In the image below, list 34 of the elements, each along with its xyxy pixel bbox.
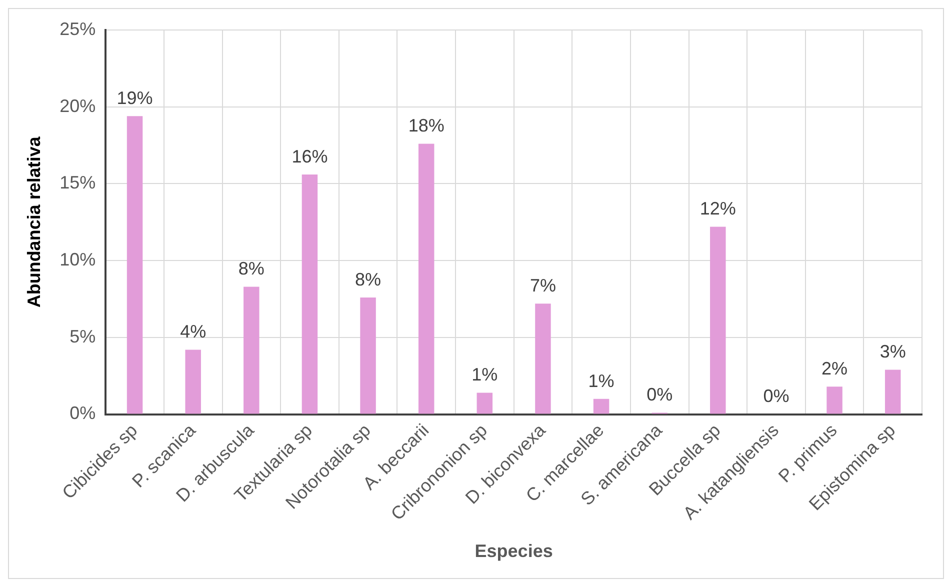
data-label: 0% xyxy=(646,384,673,405)
data-label: 1% xyxy=(588,370,614,391)
bar xyxy=(884,370,901,414)
y-tick-label: 0% xyxy=(70,403,96,424)
data-label: 4% xyxy=(180,322,206,342)
bar xyxy=(302,174,318,414)
data-label: 19% xyxy=(116,88,153,108)
data-label: 0% xyxy=(763,386,790,406)
bar xyxy=(360,297,376,414)
data-label: 1% xyxy=(472,364,498,385)
bar xyxy=(185,350,201,414)
y-tick-label: 25% xyxy=(60,18,96,39)
bar xyxy=(535,304,551,414)
bar xyxy=(126,116,143,414)
data-label: 8% xyxy=(355,269,382,290)
y-tick-label: 5% xyxy=(70,326,96,346)
y-tick-label: 20% xyxy=(60,96,96,116)
y-axis-title: Abundancia relativa xyxy=(24,136,44,308)
y-tick-label: 15% xyxy=(60,172,96,193)
y-tick-label: 10% xyxy=(60,250,96,270)
data-label: 3% xyxy=(880,342,906,362)
bar xyxy=(476,392,493,414)
data-label: 2% xyxy=(822,358,848,379)
bar xyxy=(593,398,610,414)
data-label: 18% xyxy=(408,116,444,136)
data-label: 8% xyxy=(238,258,264,279)
bar xyxy=(826,386,842,414)
data-label: 12% xyxy=(700,198,736,219)
bar xyxy=(418,144,434,414)
data-label: 7% xyxy=(530,276,556,296)
data-label: 16% xyxy=(292,146,328,166)
x-axis-title: Especies xyxy=(474,541,553,562)
bar xyxy=(244,286,260,414)
bar xyxy=(710,226,726,414)
